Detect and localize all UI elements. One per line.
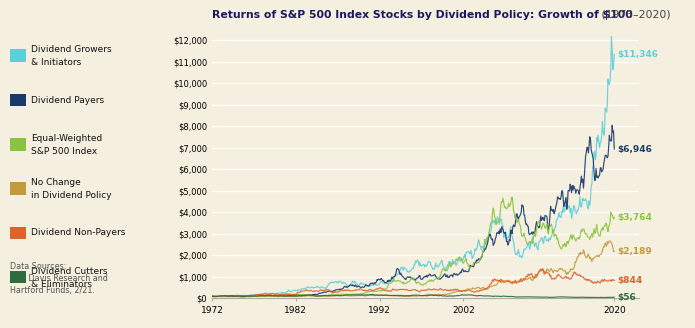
- Text: (1973–2020): (1973–2020): [598, 10, 670, 20]
- Text: $6,946: $6,946: [618, 145, 653, 154]
- Text: Dividend Payers: Dividend Payers: [31, 95, 104, 105]
- Text: in Dividend Policy: in Dividend Policy: [31, 191, 112, 200]
- Text: $2,189: $2,189: [618, 247, 653, 256]
- Text: S&P 500 Index: S&P 500 Index: [31, 147, 97, 156]
- Text: $844: $844: [618, 276, 643, 285]
- Text: & Initiators: & Initiators: [31, 58, 81, 68]
- Text: $3,764: $3,764: [618, 213, 653, 222]
- Text: & Eliminators: & Eliminators: [31, 280, 92, 289]
- Text: Equal-Weighted: Equal-Weighted: [31, 134, 103, 143]
- Text: Dividend Cutters: Dividend Cutters: [31, 267, 108, 276]
- Text: $11,346: $11,346: [618, 50, 659, 59]
- Text: Dividend Growers: Dividend Growers: [31, 45, 112, 54]
- Text: No Change: No Change: [31, 178, 81, 187]
- Text: $56: $56: [618, 293, 637, 302]
- Text: Dividend Non-Payers: Dividend Non-Payers: [31, 228, 126, 237]
- Text: Data Sources:
Ned Davis Research and
Hartford Funds, 2/21.: Data Sources: Ned Davis Research and Har…: [10, 262, 108, 295]
- Text: Returns of S&P 500 Index Stocks by Dividend Policy: Growth of $100: Returns of S&P 500 Index Stocks by Divid…: [212, 10, 632, 20]
